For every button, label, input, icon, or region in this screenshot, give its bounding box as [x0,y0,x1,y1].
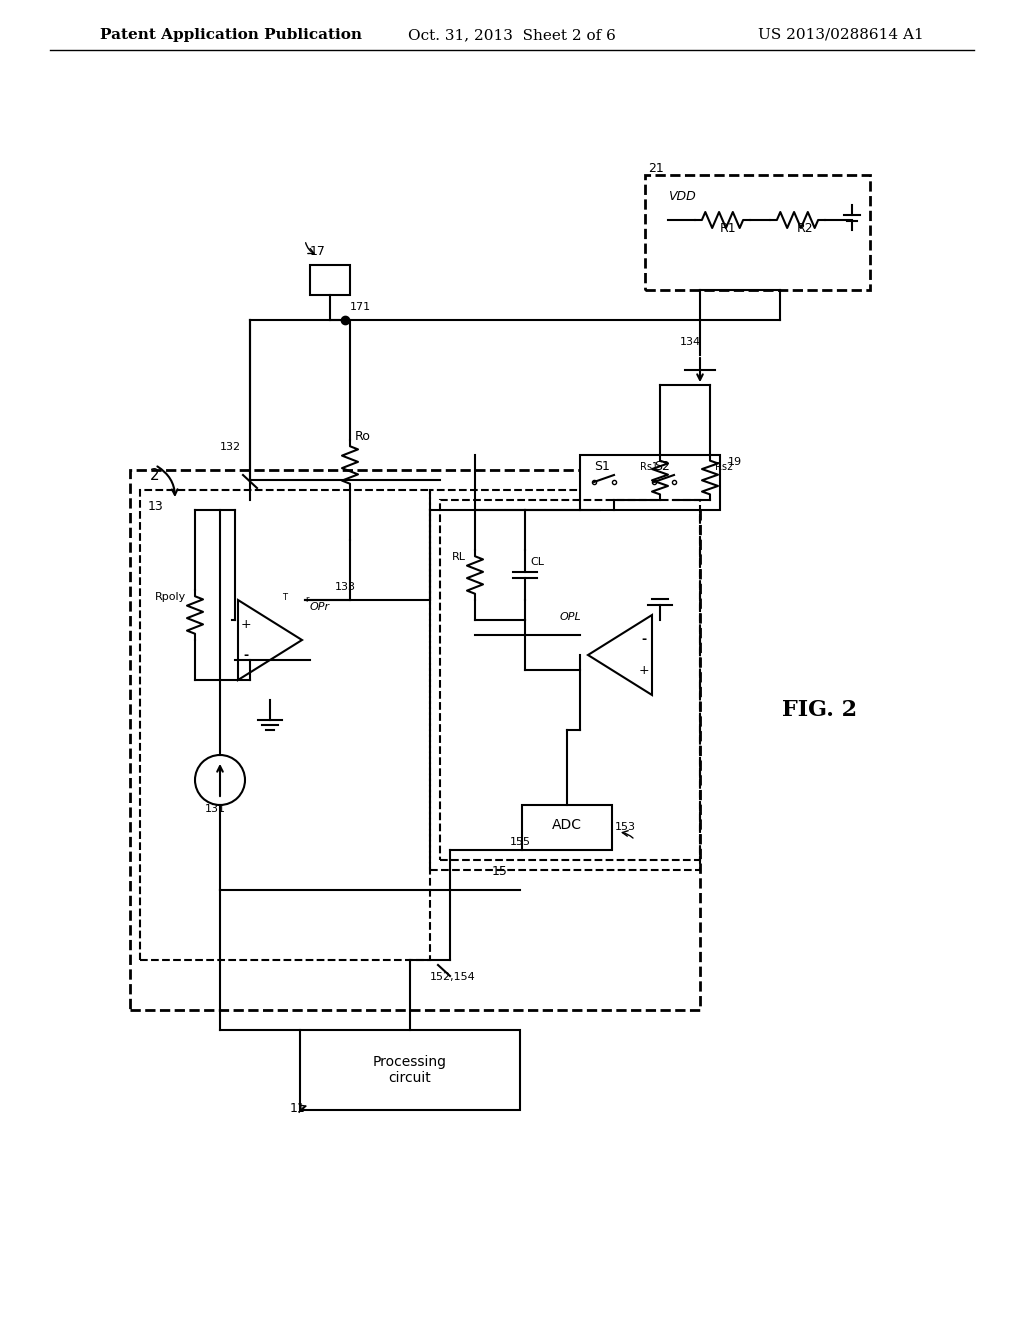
Text: 155: 155 [510,837,531,847]
Text: Rs1: Rs1 [640,462,658,473]
Text: S1: S1 [594,459,610,473]
Text: Ro: Ro [355,430,371,444]
Text: 152,154: 152,154 [430,972,476,982]
Bar [430,490,700,870]
Text: 132: 132 [220,442,241,451]
Text: FIG. 2: FIG. 2 [782,700,857,721]
Text: 13: 13 [148,500,164,513]
Text: -: - [244,649,249,663]
Bar [130,470,700,1010]
Text: +: + [639,664,649,677]
Text: 21: 21 [648,162,664,176]
Text: R1: R1 [720,222,736,235]
Text: +: + [241,618,251,631]
Text: VDD: VDD [668,190,695,203]
Text: US 2013/0288614 A1: US 2013/0288614 A1 [758,28,924,42]
Text: Rpoly: Rpoly [155,591,186,602]
Bar [300,1030,520,1110]
Text: Oct. 31, 2013  Sheet 2 of 6: Oct. 31, 2013 Sheet 2 of 6 [408,28,616,42]
Text: Rs2: Rs2 [715,462,733,473]
Text: R2: R2 [797,222,814,235]
Text: 17: 17 [310,246,326,257]
Text: T: T [282,593,287,602]
Bar [310,265,350,294]
Text: -: - [641,632,646,645]
Text: 19: 19 [728,457,742,467]
Text: 153: 153 [615,822,636,832]
Text: 133: 133 [335,582,356,591]
Text: S2: S2 [654,459,670,473]
Bar [645,176,870,290]
Text: 15: 15 [492,865,508,878]
Text: 131: 131 [205,804,226,814]
Text: ADC: ADC [552,818,582,832]
Bar [140,490,430,960]
Text: 2: 2 [150,469,160,483]
Text: OPr: OPr [310,602,330,612]
Text: 11: 11 [290,1102,306,1115]
Text: 134: 134 [680,337,701,347]
Bar [580,455,720,510]
Text: RL: RL [452,552,466,562]
Text: r: r [305,595,308,605]
Bar [522,805,612,850]
Text: Processing
circuit: Processing circuit [373,1055,447,1085]
Text: Patent Application Publication: Patent Application Publication [100,28,362,42]
Bar [440,500,700,861]
Text: CL: CL [530,557,544,568]
Text: OPL: OPL [560,612,582,622]
Text: 171: 171 [350,302,371,312]
